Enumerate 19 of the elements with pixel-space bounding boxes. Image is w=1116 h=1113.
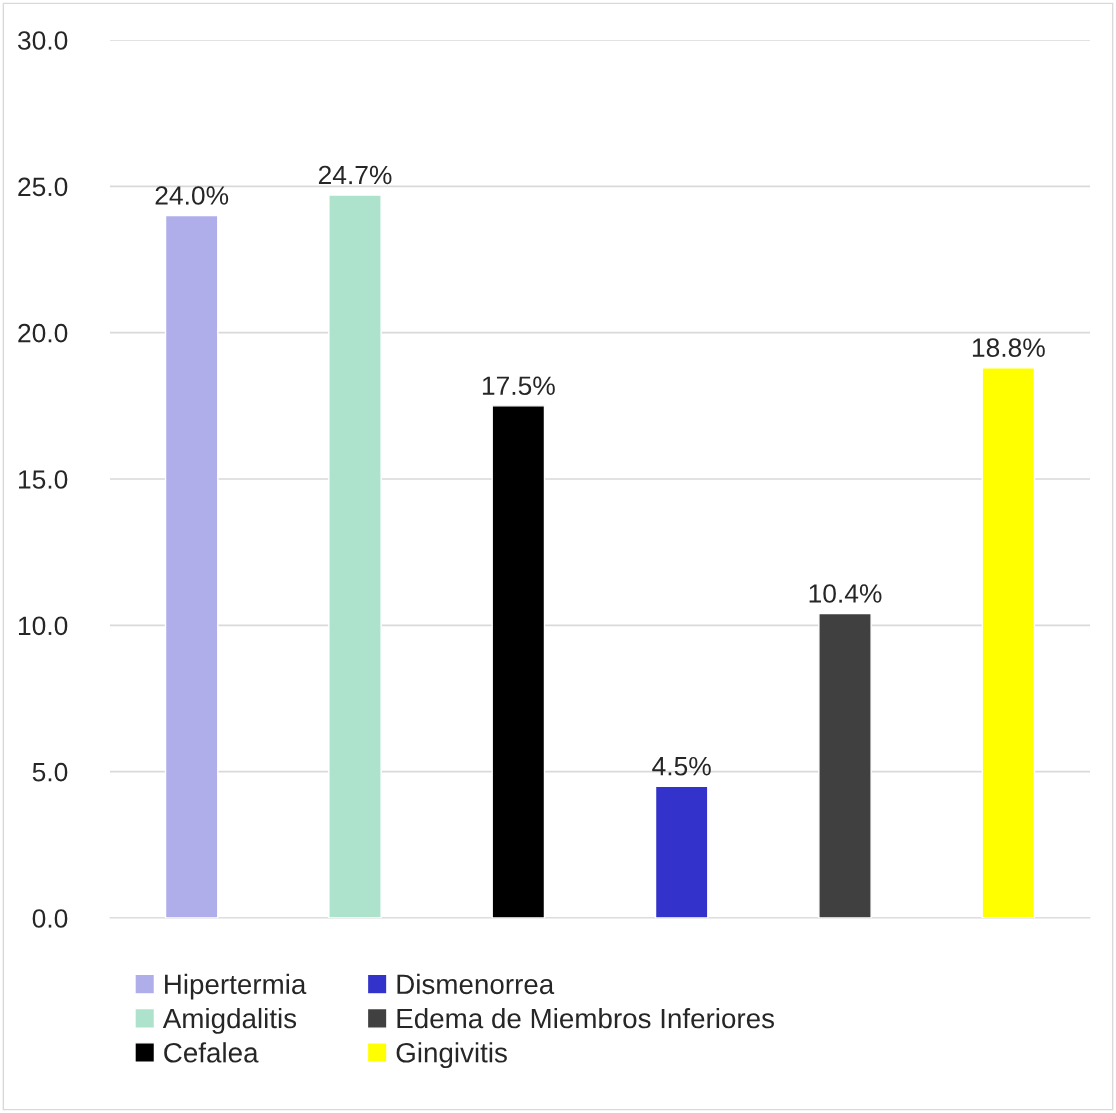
y-tick-label: 15.0	[18, 470, 68, 489]
legend-label: Gingivitis	[396, 1042, 507, 1069]
y-tick-label: 25.0	[18, 177, 68, 197]
data-label: 18.8%	[972, 338, 1045, 358]
data-label: 4.5%	[652, 756, 711, 776]
y-tick-label: 0.0	[32, 909, 68, 928]
y-tick-label: 30.0	[17, 31, 68, 50]
y-tick-label: 20.0	[18, 323, 68, 343]
data-label: 17.5%	[482, 376, 555, 396]
legend-label: Cefalea	[164, 1042, 259, 1063]
y-tick-label: 10.0	[18, 616, 68, 636]
legend-label: Amigdalitis	[162, 1007, 297, 1034]
legend-label: Edema de Miembros Inferiores	[397, 1007, 774, 1029]
data-label: 10.4%	[809, 584, 882, 603]
y-tick-label: 5.0	[32, 762, 68, 782]
legend-label: Dismenorrea	[397, 973, 555, 995]
data-label: 24.0%	[155, 186, 229, 205]
data-label: 24.7%	[318, 165, 392, 185]
legend-label: Hipertermia	[165, 973, 307, 1000]
